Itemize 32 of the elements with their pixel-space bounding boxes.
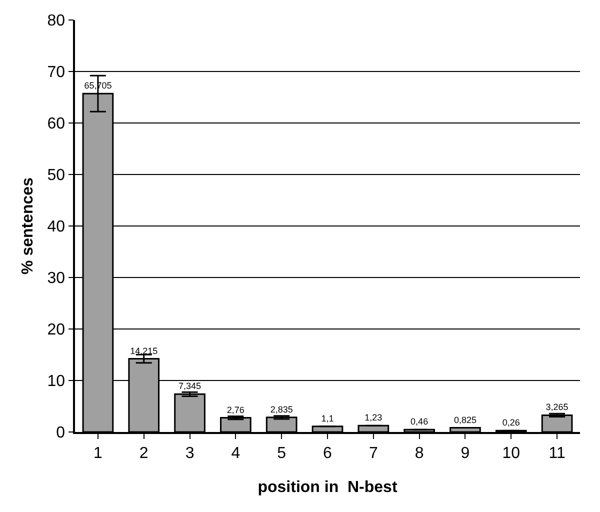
data-label: 3,265 bbox=[546, 402, 568, 412]
y-tick-label: 50 bbox=[47, 167, 66, 184]
data-label: 7,345 bbox=[178, 381, 202, 392]
data-label: 2,835 bbox=[270, 404, 293, 414]
x-tick-label: 8 bbox=[414, 444, 424, 462]
x-tick-label: 2 bbox=[139, 444, 148, 462]
x-tick-label: 6 bbox=[323, 444, 332, 462]
y-tick-label: 0 bbox=[56, 424, 66, 442]
y-tick-label: 30 bbox=[47, 270, 66, 288]
x-tick-label: 1 bbox=[93, 444, 102, 462]
y-axis-title: % sentences bbox=[20, 177, 36, 274]
x-tick-label: 9 bbox=[460, 444, 470, 462]
y-tick-label: 20 bbox=[47, 322, 66, 339]
y-tick-label: 40 bbox=[47, 218, 66, 236]
y-tick-label: 70 bbox=[47, 64, 66, 82]
data-label: 0,26 bbox=[502, 418, 520, 428]
x-tick-label: 7 bbox=[368, 444, 378, 462]
x-tick-label: 11 bbox=[548, 444, 566, 462]
x-tick-label: 3 bbox=[185, 444, 194, 462]
data-label: 14,215 bbox=[130, 346, 158, 356]
data-label: 2,76 bbox=[226, 404, 244, 415]
data-label: 1,23 bbox=[364, 412, 382, 423]
data-label: 0,46 bbox=[410, 416, 428, 427]
x-tick-label: 5 bbox=[277, 444, 286, 462]
data-label: 1,1 bbox=[321, 413, 334, 424]
x-tick-label: 10 bbox=[502, 444, 520, 462]
x-axis-title: position in N-best bbox=[258, 479, 398, 496]
data-label: 0,825 bbox=[454, 414, 476, 425]
y-tick-label: 60 bbox=[47, 116, 66, 133]
y-tick-label: 10 bbox=[47, 373, 66, 390]
x-tick-label: 4 bbox=[231, 444, 240, 462]
y-tick-label: 80 bbox=[47, 12, 66, 30]
